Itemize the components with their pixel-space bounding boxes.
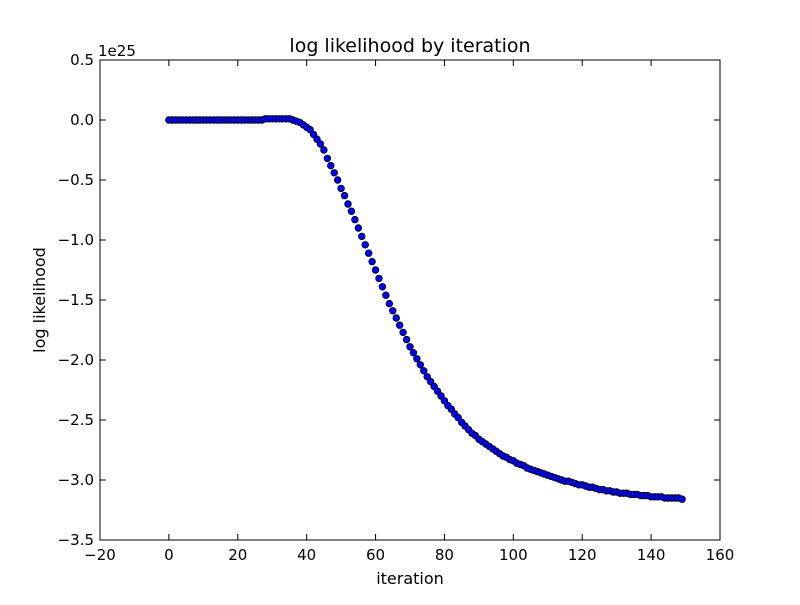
data-point [416,361,425,369]
x-tick-label: −20 [84,546,116,564]
x-tick-label: 0 [164,546,174,564]
data-point [375,274,383,283]
data-point [347,207,356,215]
data-point [368,257,376,266]
data-point [678,495,686,503]
data-point [406,343,414,351]
y-tick-label: 0.0 [70,111,94,129]
y-tick-label: −1.0 [58,231,94,249]
data-point [382,291,390,299]
data-point [378,283,387,291]
y-tick-label: −2.5 [58,411,94,429]
data-point [395,321,404,329]
data-point [330,169,338,177]
data-point [413,355,421,363]
y-tick-label: −1.5 [58,291,94,309]
x-tick-label: 60 [366,546,385,564]
y-tick-label: 0.5 [70,51,94,69]
data-point [420,367,428,375]
data-points [165,115,686,503]
data-point [358,232,366,241]
y-tick-label: −2.0 [58,351,94,369]
data-point [340,191,349,200]
y-tick-label: −3.0 [58,471,94,489]
data-point [402,335,411,344]
x-tick-label: 80 [435,546,454,564]
y-tick-label: −0.5 [58,171,94,189]
x-axis-ticks: −20 0 20 40 60 80 100 120 140 160 [84,60,734,564]
y-offset-label: 1e25 [98,42,136,60]
data-point [320,146,328,154]
data-point [323,154,332,163]
data-point [399,328,407,337]
data-point [354,224,363,232]
y-axis-ticks: 0.5 0.0 −0.5 −1.0 −1.5 −2.0 −2.5 −3.0 −3.5 [58,51,720,549]
data-point [333,176,342,184]
data-point [385,299,394,308]
data-point [392,314,400,322]
data-point [361,241,369,249]
x-tick-label: 40 [297,546,316,564]
x-tick-label: 20 [228,546,247,564]
data-point [344,200,352,208]
data-point [371,266,380,274]
data-point [409,349,418,357]
data-point [389,307,397,315]
x-tick-label: 160 [706,546,735,564]
data-point [351,215,359,224]
x-tick-label: 140 [637,546,666,564]
data-point [364,249,373,257]
chart-title: log likelihood by iteration [289,35,530,57]
data-point [316,140,325,148]
data-point [337,184,345,193]
x-tick-label: 100 [499,546,528,564]
y-axis-title: log likelihood [30,247,49,353]
x-tick-label: 120 [568,546,597,564]
x-axis-title: iteration [376,569,444,588]
data-point [327,161,335,170]
y-tick-label: −3.5 [58,531,94,549]
